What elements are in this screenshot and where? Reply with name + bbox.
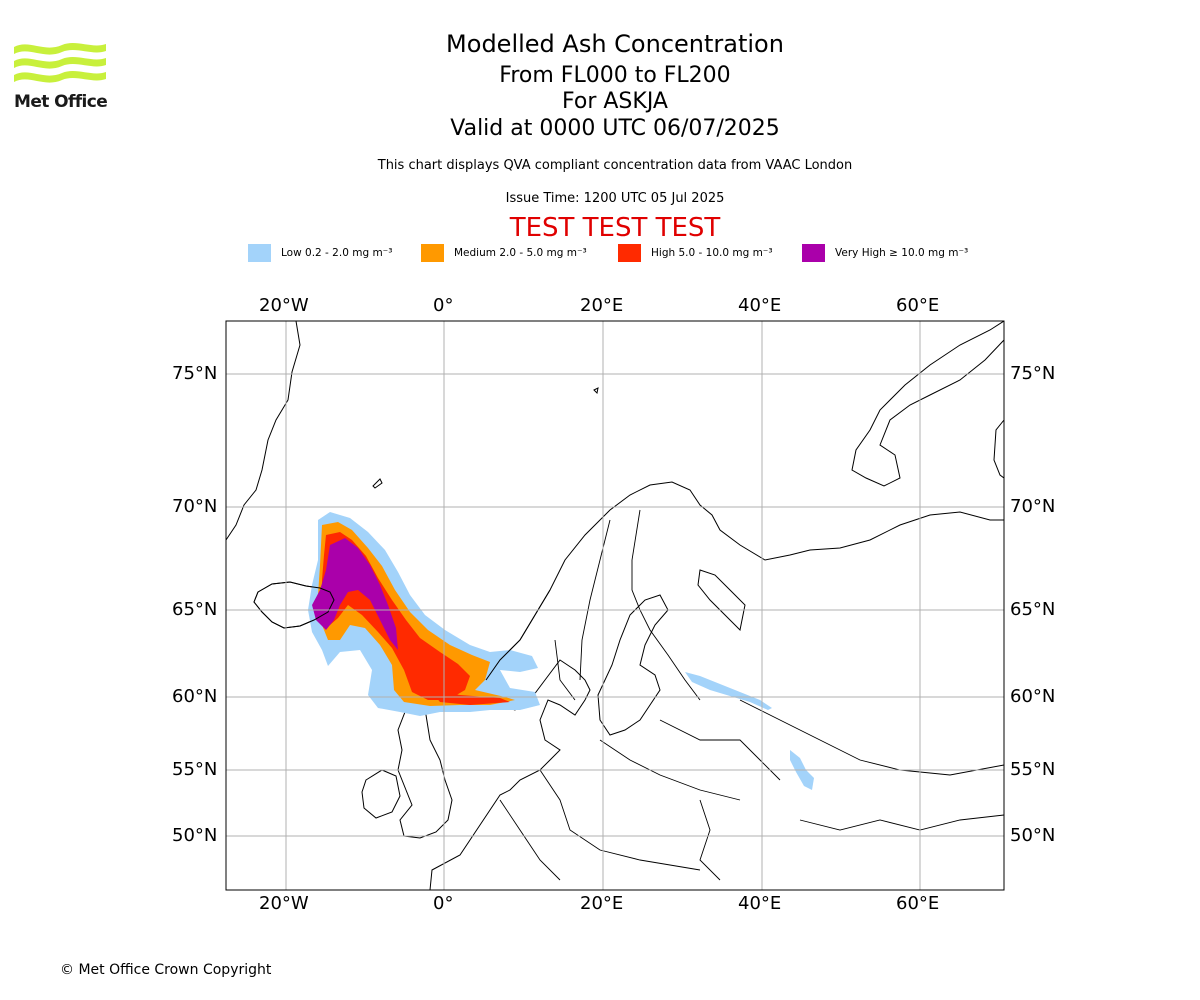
legend-swatch-low [248, 244, 271, 262]
legend-label-high: High 5.0 - 10.0 mg m⁻³ [651, 247, 773, 259]
lat-tick-right: 50°N [1010, 825, 1056, 846]
logo-text: Met Office [14, 92, 108, 112]
lat-tick-right: 65°N [1010, 599, 1056, 620]
map-frame [225, 320, 1005, 891]
graticule [226, 321, 1004, 890]
legend-label-low: Low 0.2 - 2.0 mg m⁻³ [281, 247, 393, 259]
legend-item-high: High 5.0 - 10.0 mg m⁻³ [618, 244, 773, 262]
legend-item-very-high: Very High ≥ 10.0 mg m⁻³ [802, 244, 968, 262]
lon-tick-bottom: 40°E [738, 893, 782, 914]
great-britain-land [397, 704, 453, 839]
copyright: © Met Office Crown Copyright [60, 962, 272, 978]
legend-swatch-medium [421, 244, 444, 262]
met-office-logo-icon [14, 43, 106, 83]
novaya-zemlya-land [851, 321, 1004, 487]
ash-plume [308, 512, 814, 790]
lat-tick-left: 70°N [172, 496, 218, 517]
lon-tick-top: 20°E [580, 295, 624, 316]
lat-tick-left: 50°N [172, 825, 218, 846]
lon-tick-top: 60°E [896, 295, 940, 316]
lat-tick-left: 65°N [172, 599, 218, 620]
chart-title: Modelled Ash Concentration [446, 30, 784, 58]
lat-tick-left: 60°N [172, 686, 218, 707]
valid-time: Valid at 0000 UTC 06/07/2025 [450, 116, 780, 141]
lon-tick-bottom: 60°E [896, 893, 940, 914]
flight-levels: From FL000 to FL200 [499, 63, 731, 88]
legend-item-medium: Medium 2.0 - 5.0 mg m⁻³ [421, 244, 587, 262]
lon-tick-top: 20°W [259, 295, 309, 316]
volcano-name: For ASKJA [562, 89, 668, 114]
legend-label-very-high: Very High ≥ 10.0 mg m⁻³ [835, 247, 969, 259]
legend-swatch-very-high [802, 244, 825, 262]
greenland-land [226, 321, 301, 541]
lat-tick-right: 60°N [1010, 686, 1056, 707]
qva-note: This chart displays QVA compliant concen… [377, 158, 853, 173]
test-banner: TEST TEST TEST [509, 213, 721, 243]
lon-tick-bottom: 0° [433, 893, 454, 914]
ireland-land [361, 769, 401, 819]
lon-tick-top: 40°E [738, 295, 782, 316]
ash-very-high [312, 538, 398, 650]
legend-item-low: Low 0.2 - 2.0 mg m⁻³ [248, 244, 392, 262]
lon-tick-bottom: 20°E [580, 893, 624, 914]
lat-tick-right: 70°N [1010, 496, 1056, 517]
legend-label-medium: Medium 2.0 - 5.0 mg m⁻³ [454, 247, 587, 259]
lat-tick-left: 75°N [172, 363, 218, 384]
lon-tick-top: 0° [433, 295, 454, 316]
lon-tick-bottom: 20°W [259, 893, 309, 914]
lat-tick-right: 75°N [1010, 363, 1056, 384]
lat-tick-right: 55°N [1010, 759, 1056, 780]
legend-swatch-high [618, 244, 641, 262]
lat-tick-left: 55°N [172, 759, 218, 780]
issue-time: Issue Time: 1200 UTC 05 Jul 2025 [505, 191, 725, 206]
